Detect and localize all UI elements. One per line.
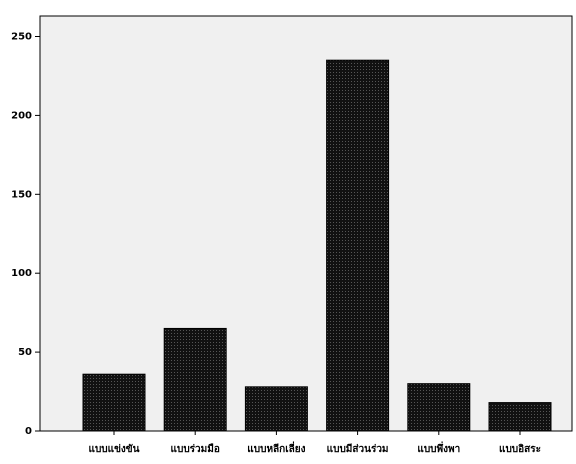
y-tick-label: 50	[18, 347, 32, 358]
bar	[326, 59, 390, 432]
y-tick-label: 150	[11, 189, 32, 200]
y-tick-label: 0	[25, 426, 32, 437]
bar	[488, 402, 552, 432]
bar	[407, 383, 471, 432]
x-tick-label: แบบอิสระ	[499, 443, 541, 455]
y-tick-label: 200	[11, 110, 32, 121]
x-tick-label: แบบพึ่งพา	[417, 441, 460, 455]
x-tick-label: แบบมีส่วนร่วม	[327, 443, 389, 455]
x-tick-label: แบบร่วมมือ	[171, 443, 220, 455]
x-tick-label: แบบแข่งขัน	[89, 443, 140, 455]
plot-area	[39, 15, 573, 432]
bar	[244, 386, 308, 432]
x-tick-label: แบบหลีกเลี่ยง	[247, 441, 305, 455]
bar	[163, 327, 227, 432]
bar	[82, 373, 146, 432]
y-tick-label: 250	[11, 32, 32, 43]
y-tick-label: 100	[11, 268, 32, 279]
